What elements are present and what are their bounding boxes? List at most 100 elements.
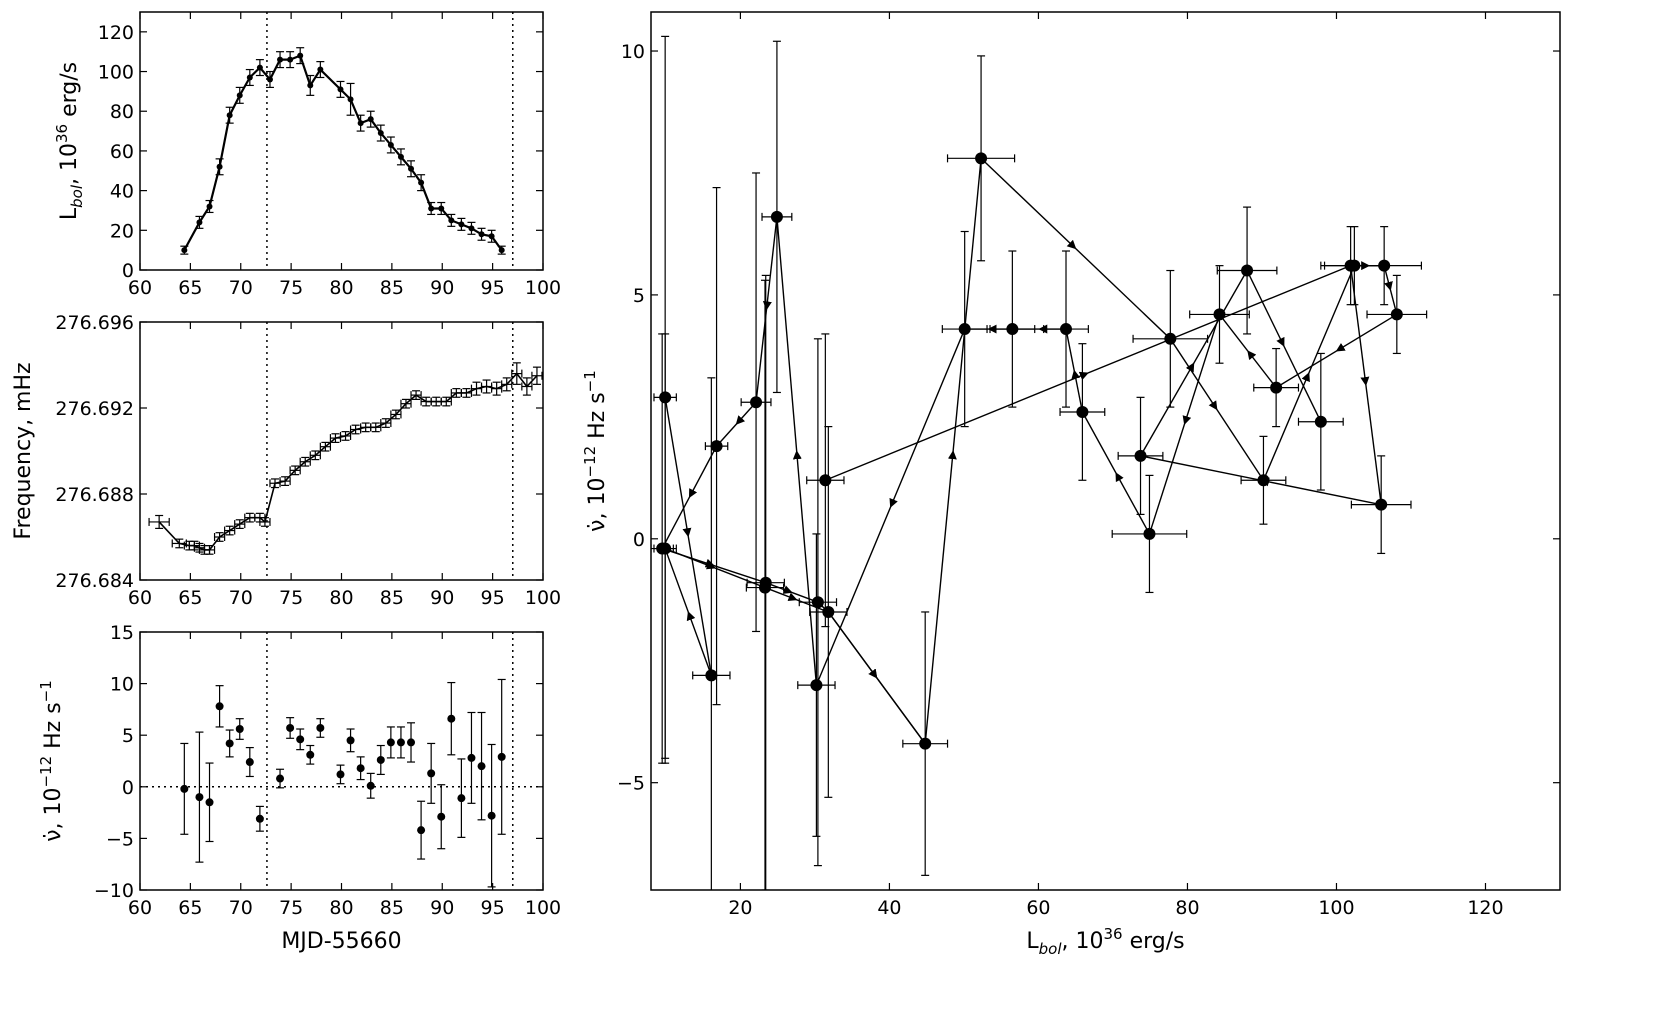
y-tick-label: 15 bbox=[110, 622, 134, 644]
x-tick-label: 60 bbox=[1026, 897, 1050, 919]
data-point bbox=[819, 474, 832, 487]
data-point bbox=[1375, 498, 1388, 511]
data-point bbox=[1143, 527, 1156, 540]
data-point bbox=[1006, 323, 1019, 336]
data-point bbox=[376, 755, 385, 764]
data-point bbox=[759, 576, 772, 589]
x-tick-label: 60 bbox=[128, 587, 152, 609]
hyst-axes-frame bbox=[650, 11, 1561, 891]
data-point bbox=[1134, 449, 1147, 462]
data-point bbox=[205, 798, 214, 807]
data-point bbox=[180, 784, 189, 793]
data-point bbox=[497, 752, 506, 761]
data-point bbox=[397, 153, 404, 160]
data-point bbox=[377, 130, 384, 137]
data-point bbox=[287, 56, 294, 63]
y-tick-label: 0 bbox=[122, 260, 134, 282]
data-point bbox=[195, 793, 204, 802]
x-tick-label: 100 bbox=[1318, 897, 1354, 919]
x-tick-label: 100 bbox=[525, 277, 561, 299]
x-tick-label: 95 bbox=[481, 897, 505, 919]
data-point bbox=[347, 96, 354, 103]
x-tick-label: 80 bbox=[329, 587, 353, 609]
data-point bbox=[467, 753, 476, 762]
data-point bbox=[206, 203, 213, 210]
data-point bbox=[297, 52, 304, 59]
data-point bbox=[1076, 405, 1089, 418]
luminosity-panel: 60 65 70 75 80 85 90 95 100 0 20 40 60 80 100 120 Lbol, … bbox=[53, 11, 561, 299]
data-point bbox=[255, 814, 264, 823]
path-segment bbox=[661, 445, 718, 549]
data-point bbox=[975, 152, 988, 165]
data-point bbox=[396, 738, 405, 747]
x-tick-label: 60 bbox=[128, 277, 152, 299]
data-point bbox=[356, 764, 365, 773]
y-axis-label: Lbol, 1036 erg/s bbox=[53, 62, 86, 220]
x-tick-label: 80 bbox=[329, 277, 353, 299]
data-point bbox=[750, 396, 763, 409]
x-tick-label: 65 bbox=[178, 897, 202, 919]
data-point bbox=[366, 781, 375, 790]
data-point bbox=[307, 82, 314, 89]
x-tick-label: 90 bbox=[430, 277, 454, 299]
y-tick-label: 100 bbox=[98, 62, 134, 84]
y-tick-label: 276.696 bbox=[55, 312, 134, 334]
x-tick-label: 120 bbox=[1467, 897, 1503, 919]
data-point bbox=[246, 74, 253, 81]
y-axis-label: ν̇, 10−12 Hz s−1 bbox=[37, 680, 66, 842]
data-point bbox=[448, 217, 455, 224]
nudot-time-panel: 60 65 70 75 80 85 90 95 100 −10 −5 0 5 10 15 ν̇, 10−12 … bbox=[37, 622, 561, 954]
data-point bbox=[266, 76, 273, 83]
data-point bbox=[418, 179, 425, 186]
data-point bbox=[215, 702, 224, 711]
y-axis-label: Frequency, mHz bbox=[11, 362, 36, 539]
data-point bbox=[216, 163, 223, 170]
data-point bbox=[428, 205, 435, 212]
x-tick-label: 40 bbox=[877, 897, 901, 919]
data-point bbox=[1164, 332, 1177, 345]
data-point bbox=[386, 738, 395, 747]
x-tick-label: 65 bbox=[178, 277, 202, 299]
hyst-plot-area bbox=[651, 35, 1428, 890]
series-line bbox=[158, 372, 538, 551]
path-segment bbox=[716, 401, 757, 447]
data-point bbox=[437, 812, 446, 821]
y-tick-label: 20 bbox=[110, 220, 134, 242]
x-tick-label: 85 bbox=[380, 277, 404, 299]
x-tick-label: 80 bbox=[1175, 897, 1199, 919]
data-point bbox=[1241, 264, 1254, 277]
data-point bbox=[387, 141, 394, 148]
x-axis-label: MJD-55660 bbox=[281, 929, 401, 954]
data-point bbox=[226, 112, 233, 119]
data-point bbox=[346, 736, 355, 745]
data-point bbox=[478, 231, 485, 238]
data-point bbox=[181, 247, 188, 254]
data-point bbox=[1378, 259, 1391, 272]
freq-axes-frame bbox=[139, 321, 544, 581]
data-point bbox=[487, 811, 496, 820]
y-tick-label: 276.684 bbox=[55, 570, 134, 592]
x-tick-label: 60 bbox=[128, 897, 152, 919]
y-tick-label: 60 bbox=[110, 141, 134, 163]
data-point bbox=[447, 714, 456, 723]
y-tick-label: 5 bbox=[122, 725, 134, 747]
data-point bbox=[336, 770, 345, 779]
data-point bbox=[458, 221, 465, 228]
data-point bbox=[1344, 259, 1357, 272]
data-point bbox=[457, 794, 466, 803]
y-tick-label: 5 bbox=[633, 285, 645, 307]
nudot-vs-luminosity-panel: 20 40 60 80 100 120 −5 0 5 10 ν̇, 10−12 Hz s−1 Lbol… bbox=[581, 11, 1561, 958]
data-point bbox=[417, 826, 426, 835]
x-tick-label: 95 bbox=[481, 587, 505, 609]
x-tick-label: 75 bbox=[279, 897, 303, 919]
x-tick-label: 65 bbox=[178, 587, 202, 609]
data-point bbox=[438, 205, 445, 212]
data-point bbox=[498, 247, 505, 254]
data-point bbox=[196, 219, 203, 226]
x-tick-label: 90 bbox=[430, 587, 454, 609]
y-axis-label: ν̇, 10−12 Hz s−1 bbox=[581, 370, 610, 532]
data-point bbox=[705, 669, 718, 682]
path-segment bbox=[1148, 314, 1221, 535]
nudot-axes-frame bbox=[139, 631, 544, 891]
y-tick-label: 10 bbox=[110, 674, 134, 696]
